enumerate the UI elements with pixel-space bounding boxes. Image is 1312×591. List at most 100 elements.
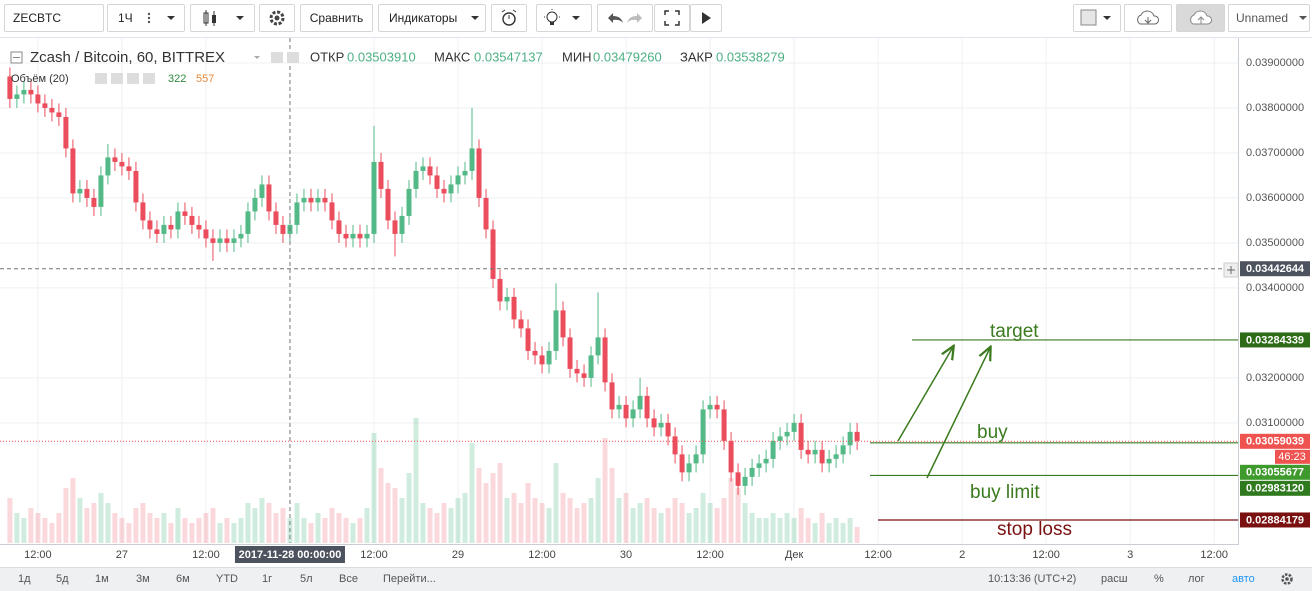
x-tick-label: 30 bbox=[620, 549, 632, 561]
goto-button[interactable]: Перейти... bbox=[383, 573, 436, 585]
scale-option[interactable]: авто bbox=[1232, 573, 1255, 585]
price-label: 0.03284339 bbox=[1246, 334, 1304, 346]
candle-body bbox=[651, 418, 657, 428]
candle-body bbox=[308, 197, 314, 203]
candle-body bbox=[357, 233, 363, 239]
volume-bar bbox=[399, 498, 405, 543]
symbol: ZECBTC bbox=[13, 11, 61, 25]
volume-bar bbox=[91, 503, 97, 543]
candle-body bbox=[574, 368, 580, 374]
candle-body bbox=[294, 202, 300, 225]
volume-bar bbox=[147, 513, 153, 543]
interval-button[interactable]: 1Ч bbox=[107, 4, 185, 32]
icon[interactable] bbox=[287, 52, 299, 63]
chart: target buy buy limit stop loss 0.03900000 0.… bbox=[0, 38, 1310, 563]
save-button[interactable] bbox=[1176, 4, 1225, 32]
bottom-bar: 1д 5д 1м 3м 6м YTD 1г 5л Все Перейти... 10:13:36 (… bbox=[0, 567, 1312, 591]
settings-button[interactable] bbox=[1280, 572, 1294, 589]
x-tick-label: 12:00 bbox=[696, 549, 724, 561]
volume-bar bbox=[189, 523, 195, 543]
candle-body bbox=[728, 440, 734, 473]
volume-bar bbox=[35, 513, 41, 543]
add-button[interactable] bbox=[1223, 262, 1239, 278]
volume-bar bbox=[679, 503, 685, 543]
volume-bar bbox=[21, 518, 27, 543]
icon[interactable] bbox=[143, 73, 155, 84]
chart-style-button[interactable] bbox=[190, 4, 255, 32]
volume-bar bbox=[84, 508, 90, 543]
candle-body bbox=[854, 431, 860, 441]
volume-bar bbox=[119, 518, 125, 543]
legend-label: МАКС bbox=[434, 49, 470, 64]
x-tick-label: 3 bbox=[1127, 549, 1133, 561]
clock: 10:13:36 (UTC+2) bbox=[988, 573, 1077, 585]
range-button[interactable]: 3м bbox=[136, 573, 150, 585]
candle-body bbox=[581, 373, 587, 378]
range-button[interactable]: 1д bbox=[18, 573, 31, 585]
candle-body bbox=[133, 170, 139, 203]
compare-button[interactable]: Сравнить bbox=[300, 4, 373, 32]
range-button[interactable]: 1м bbox=[95, 573, 109, 585]
candle-body bbox=[252, 197, 258, 212]
volume-bar bbox=[714, 508, 720, 543]
alert-button[interactable] bbox=[491, 4, 527, 32]
icon[interactable] bbox=[127, 73, 139, 84]
candle-body bbox=[371, 161, 377, 234]
fullscreen-button[interactable] bbox=[654, 4, 690, 32]
volume-bar bbox=[140, 503, 146, 543]
volume-bar bbox=[749, 513, 755, 543]
range-button[interactable]: 5л bbox=[300, 573, 313, 585]
volume-bar bbox=[259, 498, 265, 543]
volume-bar bbox=[280, 508, 286, 543]
scale-option[interactable]: лог bbox=[1188, 573, 1205, 585]
volume-bar bbox=[77, 498, 83, 543]
settings-button[interactable] bbox=[259, 4, 295, 32]
candle-body bbox=[91, 197, 97, 207]
volume-bar bbox=[385, 483, 391, 543]
candle-body bbox=[161, 224, 167, 234]
icon[interactable] bbox=[95, 73, 107, 84]
candle-body bbox=[105, 157, 111, 176]
scale-option[interactable]: % bbox=[1154, 573, 1164, 585]
legend-value: 0.03547137 bbox=[474, 49, 543, 64]
volume-ma-value: 557 bbox=[196, 73, 214, 85]
level-name: buy limit bbox=[970, 482, 1040, 503]
collapse-icon[interactable] bbox=[10, 51, 23, 64]
candle-body bbox=[518, 319, 524, 329]
volume-bar bbox=[217, 523, 223, 543]
undo-redo[interactable] bbox=[597, 4, 653, 32]
volume-bar bbox=[322, 518, 328, 543]
indicators-button[interactable]: Индикаторы bbox=[378, 4, 486, 32]
volume-bar bbox=[308, 523, 314, 543]
icon[interactable] bbox=[111, 73, 123, 84]
volume-bar bbox=[602, 438, 608, 543]
price-label: 0.02884179 bbox=[1246, 514, 1304, 526]
replay-button[interactable] bbox=[690, 4, 722, 32]
candle-body bbox=[280, 224, 286, 234]
icon[interactable] bbox=[271, 52, 283, 63]
load-button[interactable] bbox=[1124, 4, 1172, 32]
candle-body bbox=[798, 422, 804, 450]
legend-label: МИН bbox=[562, 49, 592, 64]
range-button[interactable]: 6м bbox=[176, 573, 190, 585]
range-button[interactable]: 5д bbox=[56, 573, 69, 585]
candle-body bbox=[385, 188, 391, 221]
range-button[interactable]: YTD bbox=[216, 573, 238, 585]
volume-bar bbox=[434, 513, 440, 543]
volume-bar bbox=[329, 508, 335, 543]
layout-name[interactable]: Unnamed bbox=[1228, 4, 1310, 32]
range-button[interactable]: Все bbox=[339, 573, 358, 585]
symbol-input[interactable]: ZECBTC bbox=[4, 4, 104, 32]
volume-bar bbox=[707, 503, 713, 543]
toolbar: ZECBTC 1Ч Сравнить Индикаторы Unnamed bbox=[0, 0, 1312, 38]
candle-body bbox=[721, 409, 727, 441]
volume-bar bbox=[833, 518, 839, 543]
candle-body bbox=[154, 229, 160, 234]
scale-option[interactable]: расш bbox=[1101, 573, 1128, 585]
range-button[interactable]: 1г bbox=[262, 573, 273, 585]
layout-button[interactable] bbox=[1073, 4, 1121, 32]
crosshair-time: 2017-11-28 00:00:00 bbox=[239, 549, 342, 561]
hint-button[interactable] bbox=[536, 4, 592, 32]
candle-body bbox=[819, 449, 825, 464]
